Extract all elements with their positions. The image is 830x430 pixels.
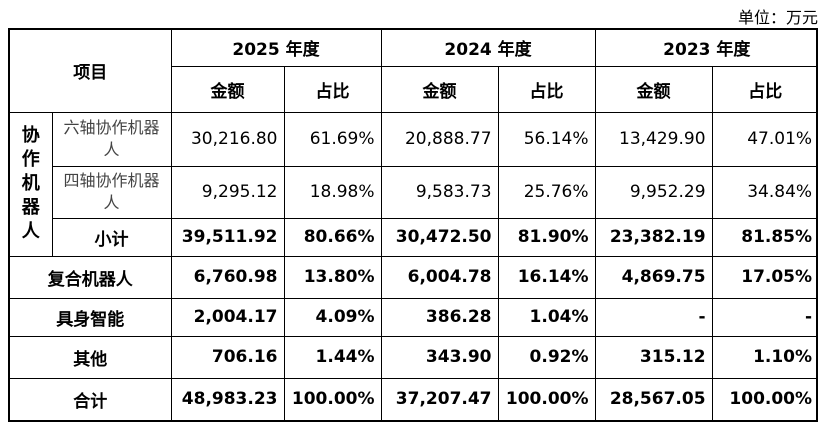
revenue-table: 项目 2025 年度 2024 年度 2023 年度 金额 占比 金额 占比 金… [10, 30, 819, 420]
cell-value: - [594, 297, 713, 337]
cell-value: 100.00% [283, 377, 382, 420]
header-year-2024: 2024 年度 [380, 30, 596, 67]
row-label: 小计 [52, 217, 172, 257]
header-ratio: 占比 [711, 65, 819, 113]
cell-value: - [711, 297, 819, 337]
row-label: 四轴协作机器人 [52, 165, 172, 219]
table-row: 复合机器人 6,760.98 13.80% 6,004.78 16.14% 4,… [10, 255, 819, 299]
header-year-2023: 2023 年度 [594, 30, 819, 67]
cell-value: 315.12 [594, 335, 713, 379]
cell-value: 18.98% [283, 165, 382, 219]
cell-value: 80.66% [283, 217, 382, 257]
cell-value: 30,472.50 [380, 217, 499, 257]
row-label: 其他 [10, 335, 172, 379]
cell-value: 81.85% [711, 217, 819, 257]
revenue-table-frame: 项目 2025 年度 2024 年度 2023 年度 金额 占比 金额 占比 金… [8, 28, 819, 422]
cell-value: 386.28 [380, 297, 499, 337]
unit-label: 单位：万元 [737, 8, 818, 27]
table-row: 具身智能 2,004.17 4.09% 386.28 1.04% - - [10, 297, 819, 337]
header-ratio: 占比 [283, 65, 382, 113]
cell-value: 23,382.19 [594, 217, 713, 257]
cell-value: 47.01% [711, 111, 819, 167]
cell-value: 30,216.80 [170, 111, 285, 167]
cell-value: 9,952.29 [594, 165, 713, 219]
cell-value: 48,983.23 [170, 377, 285, 420]
cell-value: 9,295.12 [170, 165, 285, 219]
cell-value: 61.69% [283, 111, 382, 167]
cell-value: 4.09% [283, 297, 382, 337]
row-label: 合计 [10, 377, 172, 420]
cell-value: 81.90% [497, 217, 596, 257]
cell-value: 2,004.17 [170, 297, 285, 337]
group-label-cobot: 协 作 机 器 人 [10, 111, 53, 257]
cell-value: 6,760.98 [170, 255, 285, 299]
table-row-subtotal: 小计 39,511.92 80.66% 30,472.50 81.90% 23,… [10, 217, 819, 257]
header-amount: 金额 [171, 65, 285, 113]
cell-value: 28,567.05 [594, 377, 713, 420]
cell-value: 13,429.90 [594, 111, 713, 167]
row-label: 具身智能 [10, 297, 172, 337]
header-item: 项目 [10, 30, 172, 113]
cell-value: 39,511.92 [170, 217, 285, 257]
cell-value: 37,207.47 [380, 377, 499, 420]
table-row: 四轴协作机器人 9,295.12 18.98% 9,583.73 25.76% … [10, 165, 819, 219]
cell-value: 1.04% [497, 297, 596, 337]
cell-value: 706.16 [170, 335, 285, 379]
cell-value: 4,869.75 [594, 255, 713, 299]
cell-value: 0.92% [497, 335, 596, 379]
header-ratio: 占比 [497, 65, 596, 113]
cell-value: 16.14% [497, 255, 596, 299]
header-amount: 金额 [380, 65, 499, 113]
header-amount: 金额 [594, 65, 713, 113]
cell-value: 34.84% [711, 165, 819, 219]
table-row: 其他 706.16 1.44% 343.90 0.92% 315.12 1.10… [10, 335, 819, 379]
cell-value: 17.05% [711, 255, 819, 299]
cell-value: 100.00% [497, 377, 596, 420]
cell-value: 1.10% [711, 335, 819, 379]
cell-value: 56.14% [497, 111, 596, 167]
cell-value: 20,888.77 [380, 111, 499, 167]
row-label: 复合机器人 [10, 255, 172, 299]
cell-value: 1.44% [283, 335, 382, 379]
table-row: 协 作 机 器 人 六轴协作机器人 30,216.80 61.69% 20,88… [10, 111, 819, 257]
cell-value: 343.90 [380, 335, 499, 379]
header-year-2025: 2025 年度 [170, 30, 382, 67]
table-row-total: 合计 48,983.23 100.00% 37,207.47 100.00% 2… [10, 377, 819, 420]
cell-value: 9,583.73 [380, 165, 499, 219]
row-label: 六轴协作机器人 [51, 111, 172, 167]
cell-value: 6,004.78 [380, 255, 499, 299]
cell-value: 100.00% [711, 377, 819, 420]
cell-value: 13.80% [283, 255, 382, 299]
cell-value: 25.76% [497, 165, 596, 219]
